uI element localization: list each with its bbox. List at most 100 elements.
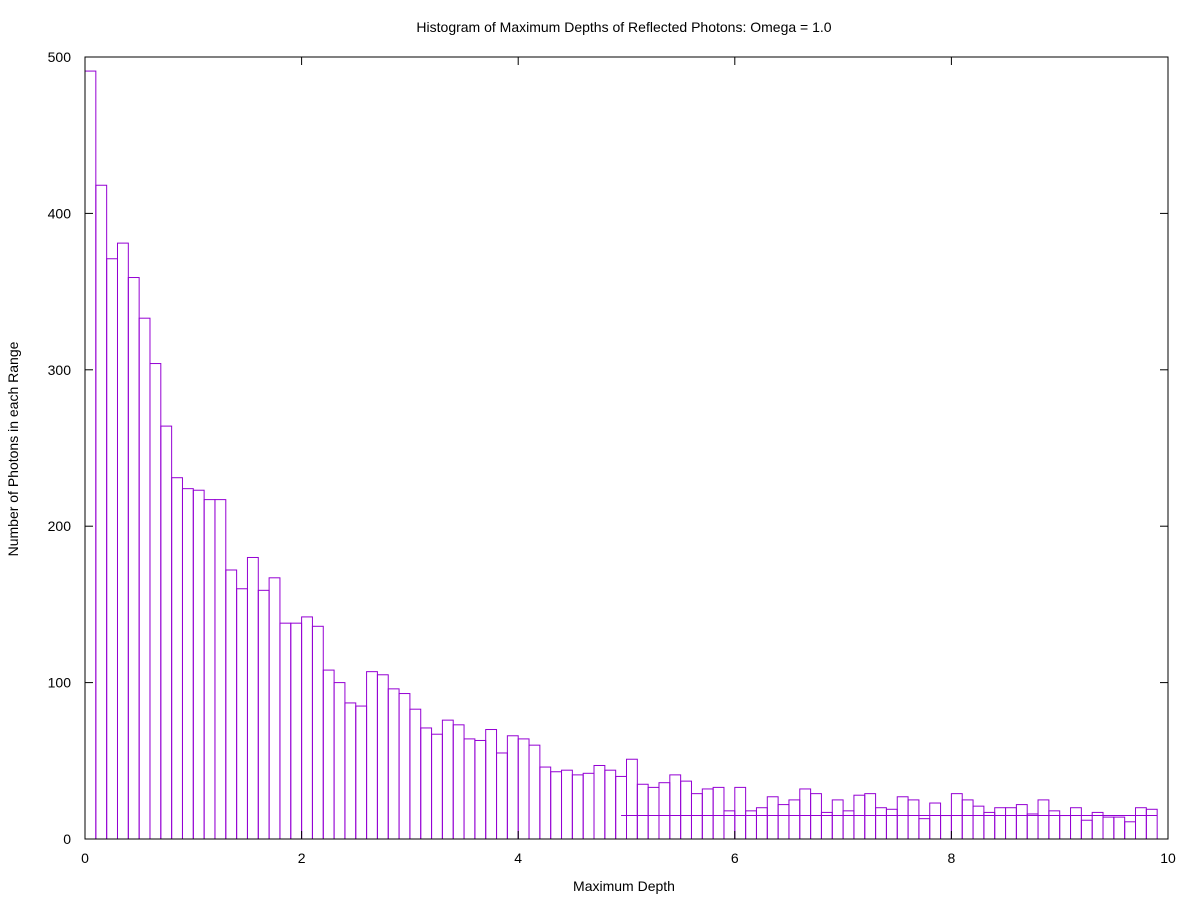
- histogram-bar: [853, 794, 866, 840]
- histogram-bar: [1091, 811, 1104, 840]
- histogram-bar: [355, 705, 368, 840]
- histogram-bar: [116, 242, 129, 840]
- histogram-bar: [279, 622, 292, 840]
- histogram-bar: [214, 499, 227, 840]
- histogram-bar: [669, 774, 682, 840]
- histogram-bar: [1005, 807, 1017, 840]
- histogram-bar: [84, 70, 97, 840]
- y-tick-label: 200: [48, 518, 72, 534]
- histogram-bar: [561, 769, 573, 840]
- histogram-bar: [366, 671, 378, 840]
- histogram-bar: [712, 786, 725, 840]
- histogram-bar: [1015, 804, 1028, 840]
- histogram-bar: [994, 807, 1007, 840]
- histogram-bar: [875, 807, 887, 840]
- histogram-bar: [1113, 816, 1126, 840]
- histogram-bar: [615, 775, 627, 840]
- histogram-bar: [1145, 808, 1158, 840]
- histogram-bar: [1037, 799, 1050, 840]
- histogram-bar: [181, 488, 194, 840]
- histogram-bar: [311, 625, 324, 840]
- histogram-bar: [192, 489, 205, 840]
- histogram-bar: [690, 793, 703, 840]
- histogram-bar: [171, 477, 183, 840]
- histogram-bar: [290, 622, 303, 840]
- x-tick-label: 6: [731, 850, 739, 866]
- histogram-bar: [810, 793, 822, 840]
- histogram-bar: [582, 772, 595, 840]
- histogram-bar: [485, 729, 498, 840]
- histogram-bar: [506, 735, 519, 840]
- histogram-bar: [550, 771, 563, 840]
- histogram-bar: [138, 317, 151, 840]
- histogram-bar: [604, 769, 617, 840]
- histogram-bar: [225, 569, 238, 840]
- histogram-bar: [528, 744, 541, 840]
- histogram-bar: [106, 258, 118, 840]
- histogram-bar: [517, 738, 530, 840]
- y-tick-label: 500: [48, 49, 72, 65]
- histogram-bar: [799, 788, 812, 840]
- histogram-bar: [257, 589, 270, 840]
- histogram-bar: [907, 799, 920, 840]
- histogram-bar: [463, 738, 476, 840]
- histogram-bar: [333, 682, 346, 840]
- histogram-bar: [647, 786, 660, 840]
- histogram-bar: [896, 796, 909, 840]
- histogram-bar: [593, 764, 606, 840]
- x-tick-label: 2: [298, 850, 306, 866]
- histogram-bar: [236, 588, 248, 840]
- histogram-bar: [452, 724, 465, 840]
- histogram-bar: [1102, 816, 1115, 840]
- histogram-bar: [777, 804, 790, 840]
- histogram-bar: [658, 782, 671, 840]
- histogram-bar: [441, 719, 454, 840]
- histogram-bar: [626, 758, 638, 840]
- histogram-bar: [268, 577, 281, 840]
- histogram-bar: [203, 499, 216, 840]
- histogram-bar: [734, 786, 747, 840]
- histogram-bar: [701, 788, 714, 840]
- histogram-bar: [864, 793, 877, 840]
- histogram-bar: [160, 425, 173, 840]
- histogram-bar: [929, 802, 942, 840]
- x-tick-label: 4: [514, 850, 522, 866]
- histogram-bar: [950, 793, 963, 840]
- x-tick-label: 8: [948, 850, 956, 866]
- histogram-bar: [571, 774, 584, 840]
- histogram-bar: [636, 783, 649, 840]
- y-tick-label: 400: [48, 205, 72, 221]
- plot-frame: [84, 56, 1169, 840]
- histogram-bar: [387, 688, 400, 840]
- histogram-bar: [95, 184, 108, 840]
- histogram-bar: [344, 702, 357, 840]
- x-axis-label: Maximum Depth: [573, 878, 675, 894]
- histogram-bar: [301, 616, 313, 840]
- x-tick-label: 0: [81, 850, 89, 866]
- histogram-bar: [972, 805, 985, 840]
- histogram-bar: [539, 766, 552, 840]
- histogram-bar: [420, 727, 433, 840]
- histogram-bar: [680, 780, 692, 840]
- histogram-bar: [431, 733, 443, 840]
- chart-title: Histogram of Maximum Depths of Reflected…: [416, 19, 831, 35]
- histogram-bar: [496, 752, 508, 840]
- histogram-bar: [885, 808, 898, 840]
- histogram-bar: [376, 674, 389, 840]
- y-tick-label: 100: [48, 675, 72, 691]
- histogram-bar: [1070, 807, 1082, 840]
- histogram-bar: [398, 693, 411, 840]
- histogram-bar: [983, 811, 996, 840]
- histogram-bar: [149, 363, 162, 840]
- histogram-bar: [1135, 807, 1147, 840]
- x-tick-label: 10: [1160, 850, 1176, 866]
- histogram-bar: [246, 556, 259, 840]
- histogram-bar: [918, 818, 931, 840]
- histogram-bar: [322, 669, 335, 840]
- histogram-bar: [831, 799, 844, 840]
- histogram-bar: [127, 277, 140, 840]
- histogram-bar: [755, 807, 768, 840]
- histogram-bar: [1026, 813, 1039, 840]
